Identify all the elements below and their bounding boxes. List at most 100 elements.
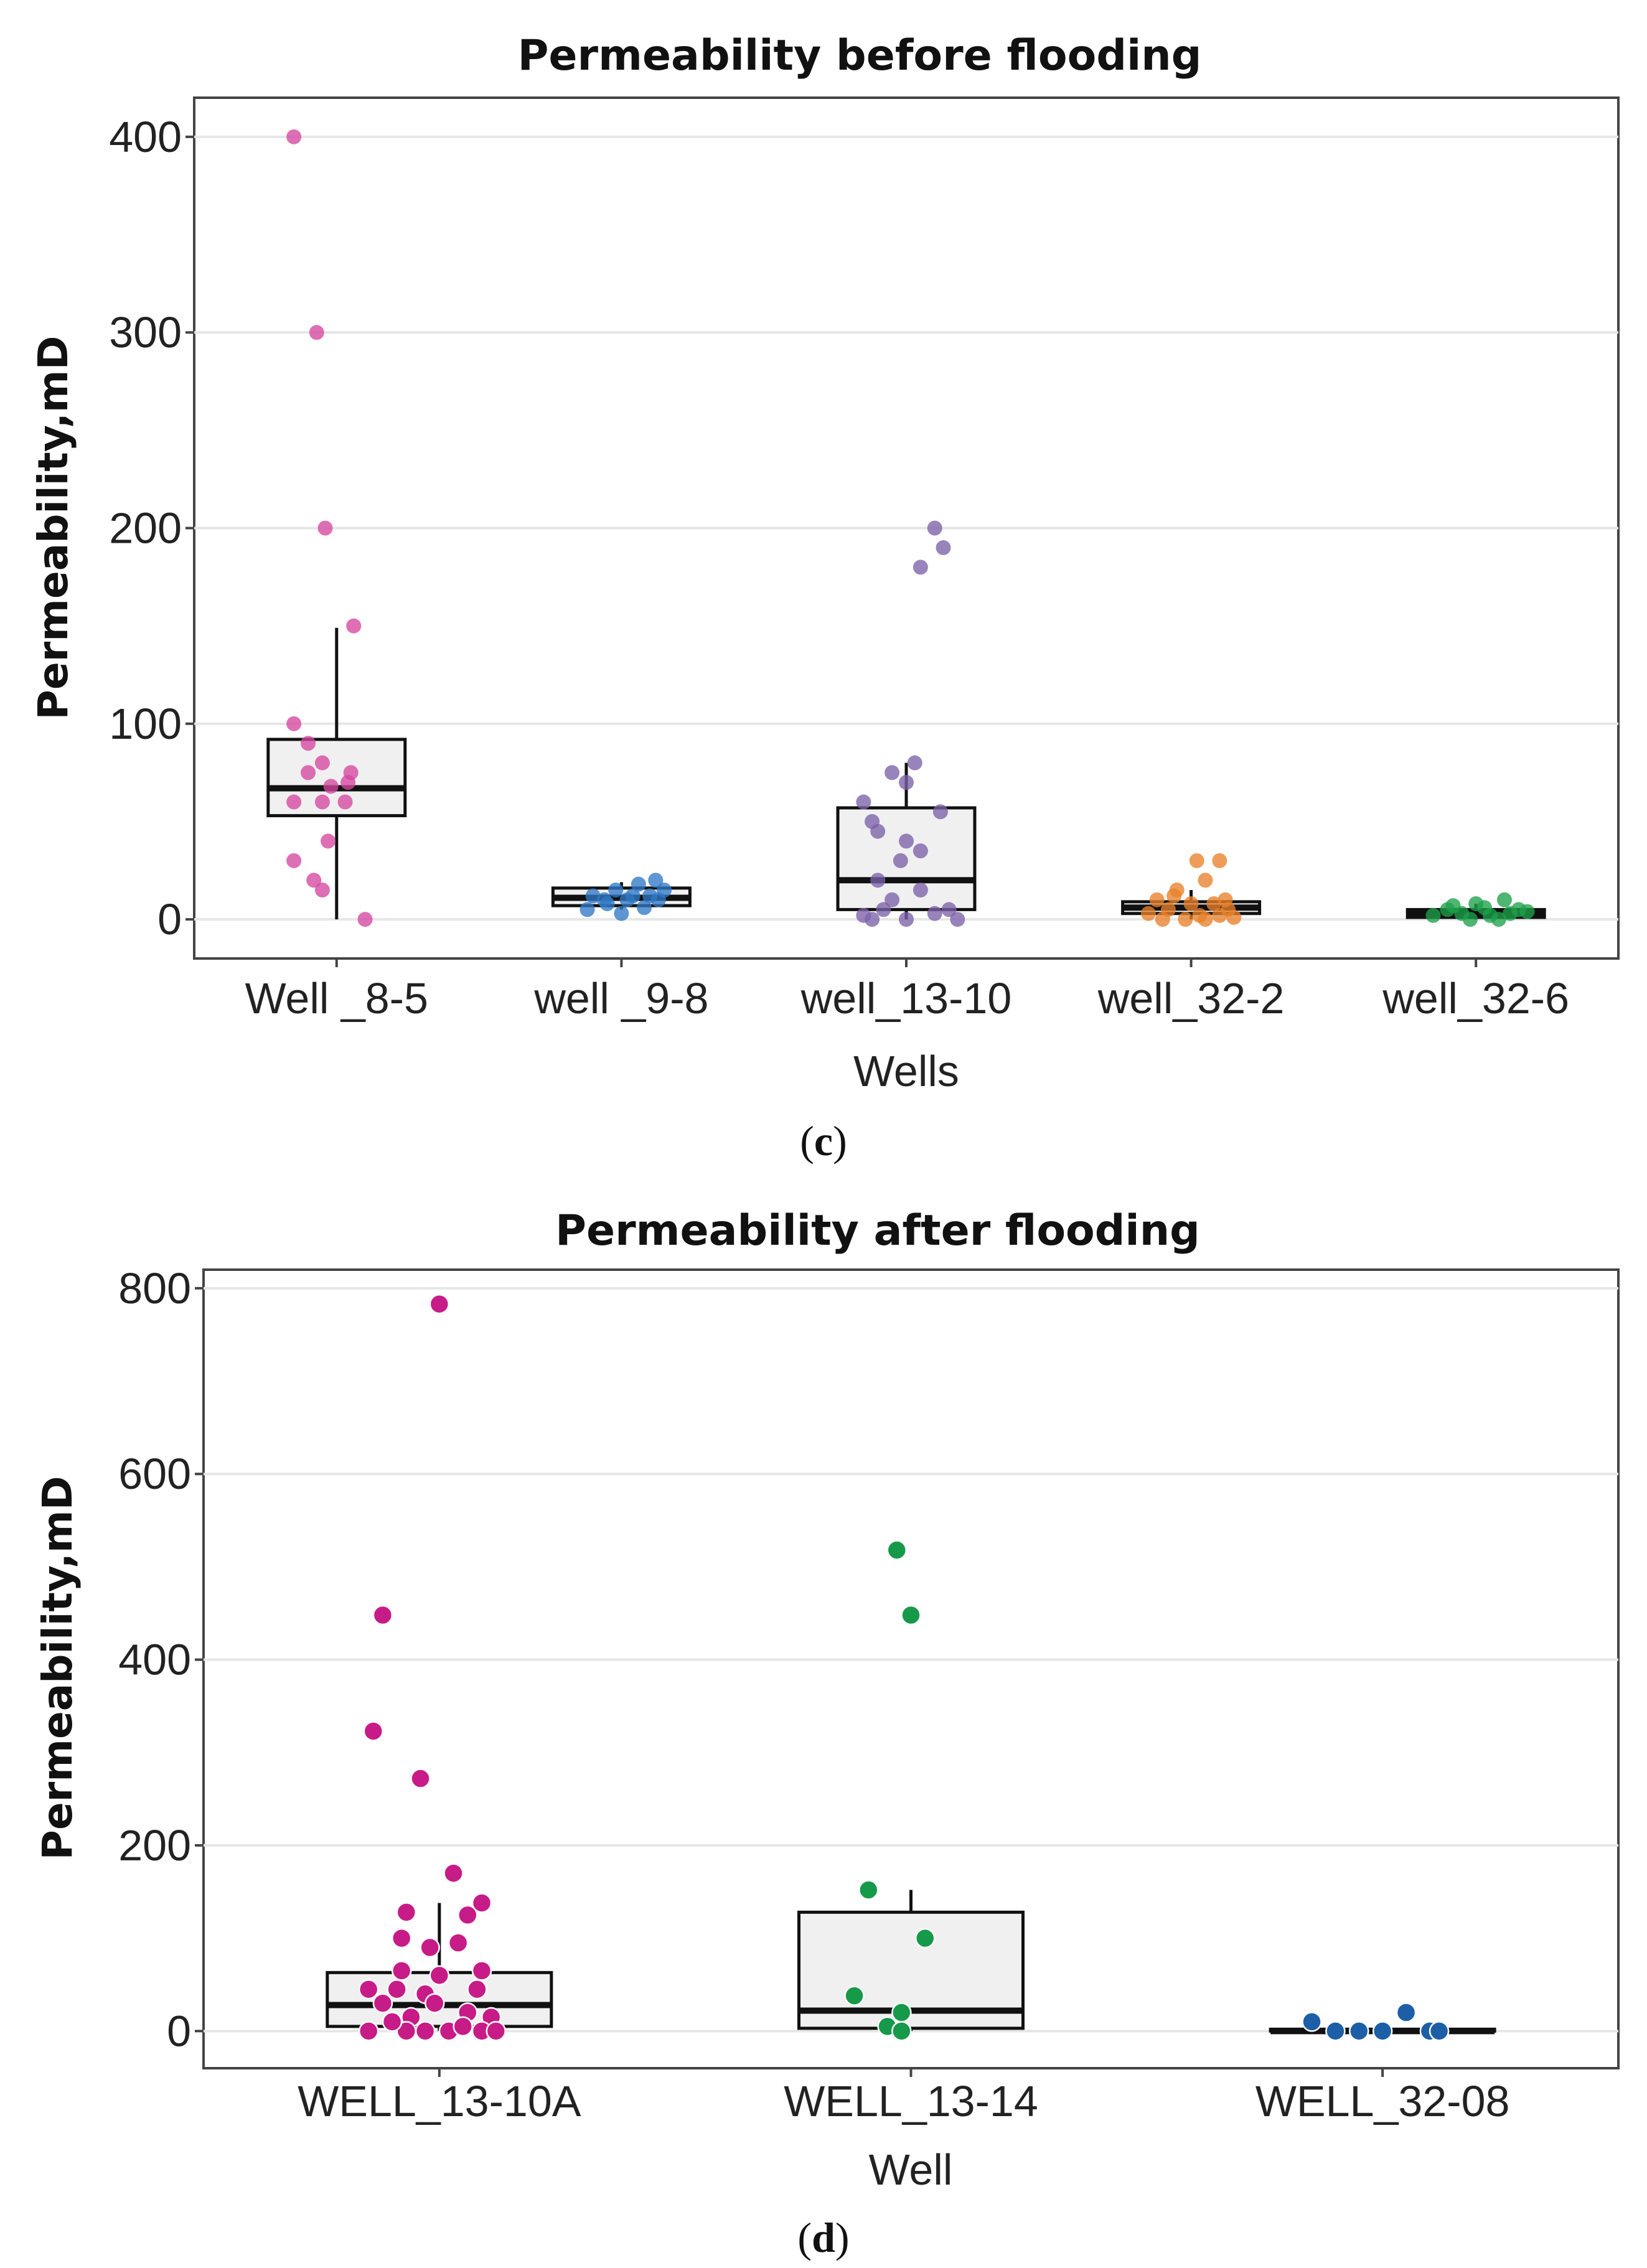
data-point — [1326, 2022, 1344, 2040]
data-point — [845, 1987, 864, 2005]
data-point — [1150, 893, 1165, 907]
data-point — [1463, 912, 1478, 927]
y-tick-label: 400 — [118, 1636, 191, 1684]
x-tick-label: well_13-10 — [800, 974, 1012, 1023]
data-point — [430, 1295, 449, 1313]
data-point — [373, 1994, 392, 2013]
data-point — [364, 1722, 383, 1740]
y-axis-label: Permeability,mD — [34, 1476, 82, 1860]
data-point — [373, 1606, 392, 1624]
data-point — [340, 775, 355, 790]
data-point — [430, 1966, 449, 1985]
data-point — [892, 2022, 911, 2040]
data-point — [1198, 912, 1213, 927]
data-point — [301, 765, 316, 780]
data-point — [411, 1769, 430, 1788]
data-point — [1141, 906, 1156, 921]
data-point — [315, 883, 330, 897]
data-point — [388, 1980, 406, 1999]
data-point — [359, 2022, 378, 2040]
data-point — [286, 716, 301, 731]
data-point — [1190, 853, 1204, 868]
data-point — [317, 521, 332, 536]
data-point — [286, 795, 301, 810]
data-point — [458, 1906, 477, 1924]
data-point — [892, 2003, 911, 2022]
data-point — [1226, 910, 1241, 925]
x-tick-label: well_32-6 — [1382, 974, 1569, 1023]
data-point — [1397, 2003, 1415, 2022]
data-point — [1446, 898, 1461, 913]
data-point — [321, 833, 336, 848]
x-tick-label: WELL_13-14 — [784, 2077, 1038, 2125]
x-axis-ticks: WELL_13-10A WELL_13-14 WELL_32-08 — [298, 2068, 1509, 2125]
data-point — [913, 560, 928, 574]
data-point — [626, 888, 640, 903]
data-point — [933, 804, 948, 819]
panel-letter: d — [812, 2214, 835, 2261]
data-point — [859, 1881, 878, 1900]
data-point — [899, 912, 914, 927]
data-point — [286, 129, 301, 144]
data-point — [1303, 2012, 1321, 2031]
data-point — [383, 2012, 401, 2031]
data-point — [608, 883, 623, 897]
data-point — [651, 893, 666, 907]
data-point — [449, 1934, 467, 1952]
data-point — [876, 902, 891, 917]
figure: Permeability before flooding 0 100 200 300 4… — [0, 0, 1647, 2268]
panel-letter: c — [814, 1117, 833, 1164]
y-tick-label: 800 — [118, 1264, 191, 1313]
data-point — [1477, 900, 1492, 915]
data-point — [358, 912, 373, 927]
y-tick-label: 300 — [109, 308, 182, 357]
data-point — [1155, 912, 1170, 927]
data-point — [359, 1980, 378, 1999]
x-axis-label: Well — [869, 2145, 953, 2194]
data-point — [392, 1961, 411, 1980]
y-tick-label: 100 — [109, 700, 182, 748]
data-point — [1212, 908, 1227, 923]
data-point — [1373, 2022, 1392, 2040]
y-tick-label: 400 — [109, 113, 182, 161]
data-point — [467, 1980, 486, 1999]
data-point — [927, 521, 942, 536]
data-point — [421, 1938, 439, 1957]
x-tick-label: well_32-2 — [1097, 974, 1285, 1023]
panel-label-c: (c) — [800, 1117, 847, 1164]
y-tick-label: 200 — [118, 1821, 191, 1870]
data-point — [1218, 893, 1233, 907]
data-point — [309, 325, 324, 340]
y-tick-label: 0 — [157, 895, 182, 944]
data-point — [884, 765, 899, 780]
x-tick-label: WELL_32-08 — [1255, 2077, 1510, 2125]
data-point — [1520, 904, 1535, 919]
data-point — [865, 912, 880, 927]
data-point — [425, 1994, 444, 2013]
data-point — [416, 2022, 434, 2040]
data-point — [1503, 906, 1518, 921]
data-point — [913, 843, 928, 858]
data-point — [614, 906, 629, 921]
data-point — [913, 883, 928, 897]
data-point — [899, 775, 914, 790]
data-point — [286, 853, 301, 868]
data-point — [950, 912, 965, 927]
chart-title: Permeability before flooding — [518, 31, 1202, 80]
data-point — [902, 1606, 921, 1624]
x-tick-label: WELL_13-10A — [298, 2077, 581, 2125]
data-point — [580, 902, 594, 917]
data-point — [315, 756, 330, 771]
data-point — [1497, 893, 1512, 907]
y-tick-label: 0 — [167, 2007, 191, 2055]
data-point — [648, 873, 663, 888]
data-point — [870, 873, 885, 888]
y-tick-label: 200 — [109, 504, 182, 553]
data-point — [637, 900, 652, 915]
data-point — [1426, 908, 1441, 923]
data-point — [1166, 888, 1181, 903]
data-point — [888, 1541, 906, 1560]
y-axis-label: Permeability,mD — [29, 336, 77, 720]
data-point — [1198, 873, 1213, 888]
data-point — [899, 833, 914, 848]
